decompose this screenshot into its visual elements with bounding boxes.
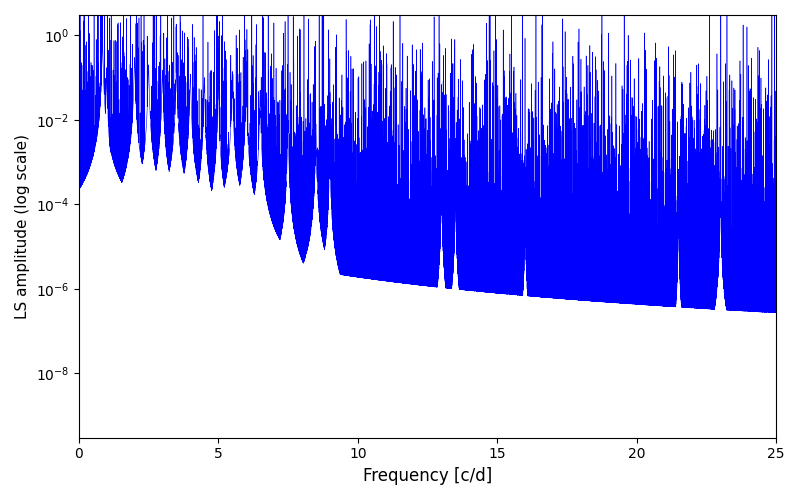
Y-axis label: LS amplitude (log scale): LS amplitude (log scale) xyxy=(15,134,30,319)
X-axis label: Frequency [c/d]: Frequency [c/d] xyxy=(363,467,492,485)
